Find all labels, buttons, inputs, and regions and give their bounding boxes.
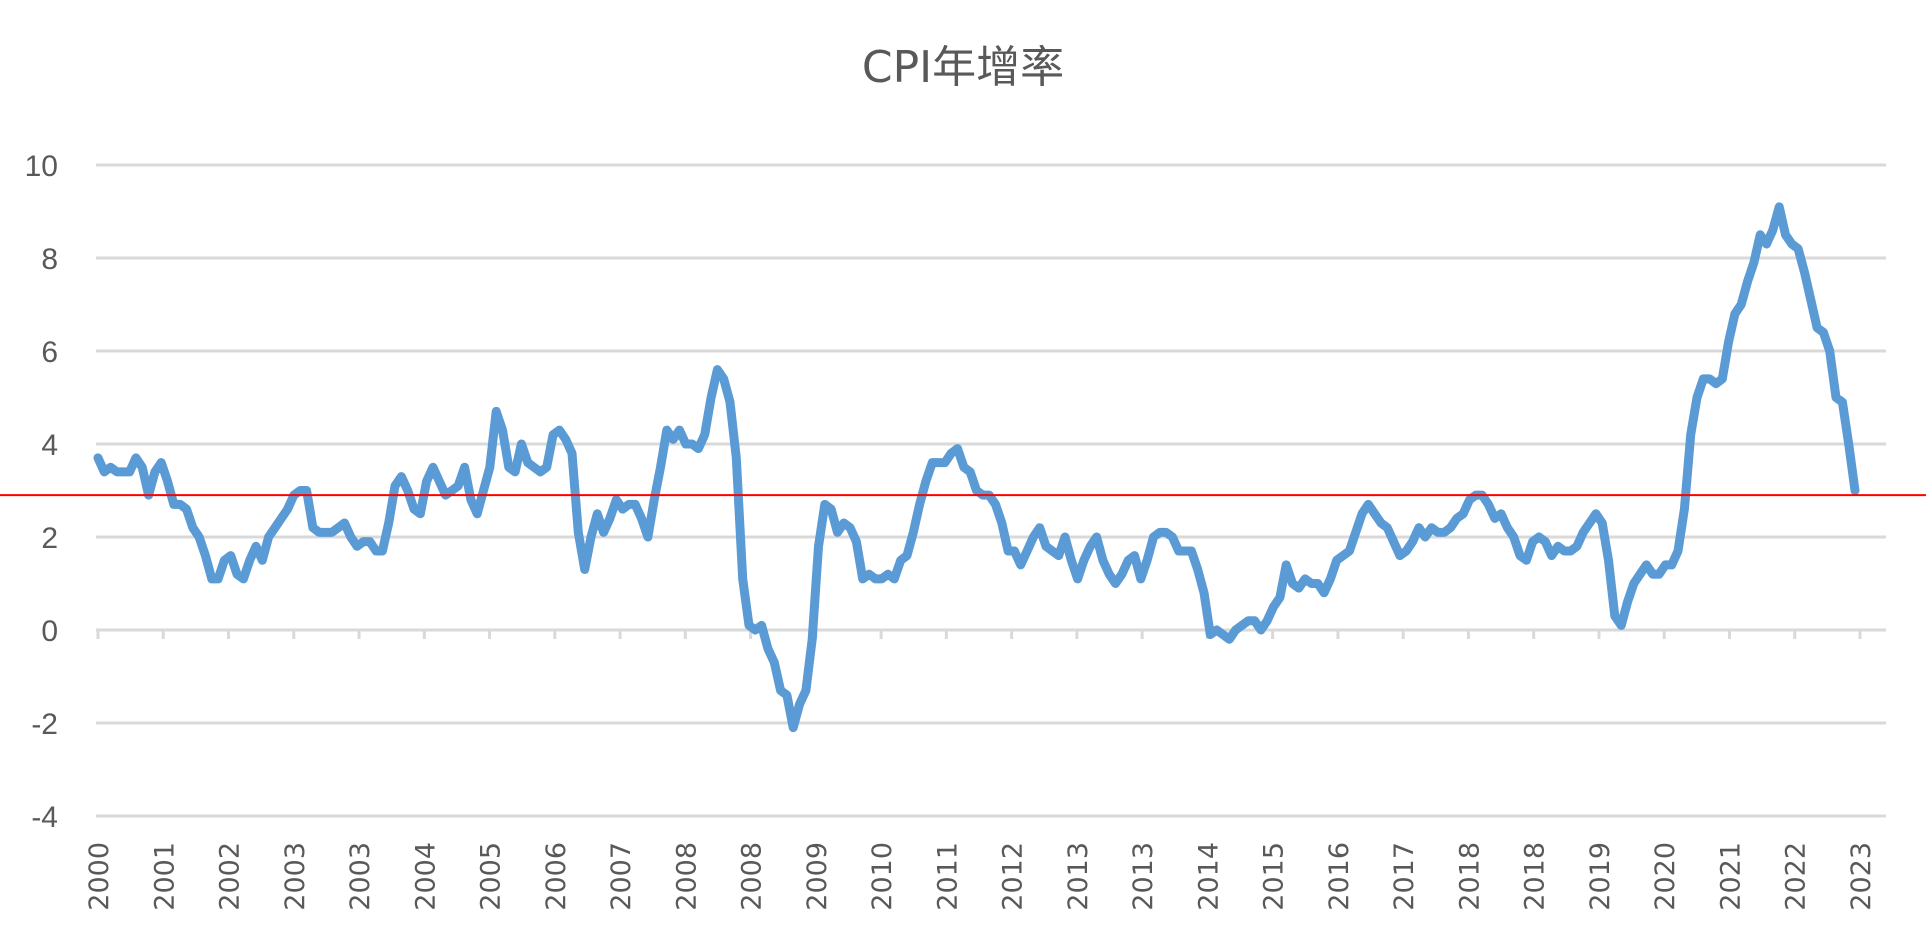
- x-tick-label: 2021: [1715, 842, 1746, 911]
- x-tick-label: 2002: [215, 842, 246, 911]
- cpi-series-line: [93, 202, 1860, 733]
- x-tick-label: 2009: [802, 842, 833, 911]
- gridlines: [96, 163, 1886, 818]
- x-tick-label: 2018: [1454, 842, 1485, 911]
- x-tick-label: 2006: [541, 842, 572, 911]
- y-tick-label: 8: [41, 243, 58, 276]
- x-tick-label: 2008: [671, 842, 702, 911]
- y-tick-label: 10: [25, 150, 58, 183]
- y-tick-label: 0: [41, 615, 58, 648]
- y-tick-label: 2: [41, 522, 58, 555]
- x-tick-label: 2016: [1324, 842, 1355, 911]
- y-tick-label: -2: [31, 708, 58, 741]
- x-tick-label: 2022: [1781, 842, 1812, 911]
- x-axis: 2000 2001 2002 2003 2003 2004 2005 2006 2007 2008…: [84, 630, 1877, 911]
- x-tick-label: 2011: [932, 842, 963, 911]
- x-tick-label: 2020: [1650, 842, 1681, 911]
- x-tick-label: 2019: [1585, 842, 1616, 911]
- y-tick-label: -4: [31, 801, 58, 834]
- x-tick-label: 2007: [606, 842, 637, 911]
- x-tick-label: 2003: [345, 842, 376, 911]
- x-tick-label: 2018: [1520, 842, 1551, 911]
- y-tick-label: 6: [41, 336, 58, 369]
- y-tick-label: 4: [41, 429, 58, 462]
- x-tick-label: 2008: [737, 842, 768, 911]
- series-group: [93, 202, 1860, 733]
- y-axis-labels: 10 8 6 4 2 0 -2 -4: [25, 150, 58, 834]
- x-tick-label: 2001: [149, 842, 180, 911]
- x-tick-label: 2012: [998, 842, 1029, 911]
- x-tick-label: 2000: [84, 842, 115, 911]
- x-tick-label: 2005: [476, 842, 507, 911]
- x-tick-label: 2014: [1193, 842, 1224, 911]
- x-tick-label: 2013: [1128, 842, 1159, 911]
- x-tick-label: 2003: [280, 842, 311, 911]
- chart-title: CPI年增率: [862, 42, 1064, 93]
- x-tick-label: 2015: [1259, 842, 1290, 911]
- x-tick-label: 2004: [410, 842, 441, 911]
- x-tick-label: 2010: [867, 842, 898, 911]
- x-tick-label: 2023: [1846, 842, 1877, 911]
- x-tick-label: 2013: [1063, 842, 1094, 911]
- x-tick-label: 2017: [1389, 842, 1420, 911]
